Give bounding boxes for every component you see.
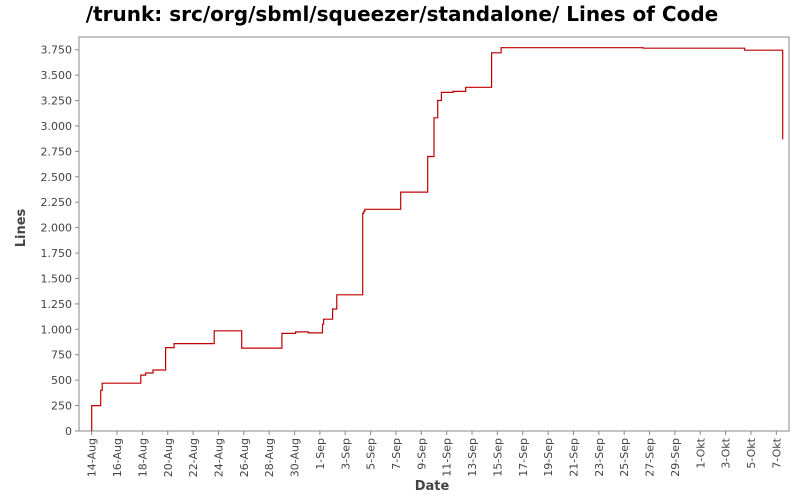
x-tick-label: 16-Aug bbox=[111, 438, 124, 477]
y-tick-label: 2.750 bbox=[41, 145, 73, 158]
y-tick-label: 750 bbox=[51, 349, 72, 362]
chart-title: /trunk: src/org/sbml/squeezer/standalone… bbox=[86, 2, 718, 26]
x-axis-label: Date bbox=[415, 479, 450, 494]
x-tick-label: 30-Aug bbox=[289, 438, 302, 477]
x-tick-label: 14-Aug bbox=[86, 438, 99, 477]
x-tick-label: 9-Sep bbox=[415, 438, 428, 470]
x-tick-label: 11-Sep bbox=[441, 438, 454, 477]
x-tick-label: 7-Okt bbox=[770, 437, 783, 468]
y-axis-label: Lines bbox=[14, 208, 29, 247]
x-tick-label: 27-Sep bbox=[644, 438, 657, 477]
x-tick-label: 18-Aug bbox=[136, 438, 149, 477]
y-tick-label: 1.750 bbox=[41, 247, 73, 260]
y-tick-label: 2.000 bbox=[41, 222, 73, 235]
x-tick-label: 19-Sep bbox=[542, 438, 555, 477]
x-axis: 14-Aug 16-Aug 18-Aug 20-Aug 22-Aug 24-Aug 26-A… bbox=[86, 431, 783, 477]
plot-area bbox=[78, 36, 790, 432]
x-tick-label: 15-Sep bbox=[491, 438, 504, 477]
x-tick-label: 23-Sep bbox=[593, 438, 606, 477]
y-tick-label: 3.000 bbox=[41, 120, 73, 133]
y-tick-label: 500 bbox=[51, 374, 72, 387]
x-tick-label: 7-Sep bbox=[390, 438, 403, 470]
x-tick-label: 26-Aug bbox=[238, 438, 251, 477]
series-layer bbox=[91, 47, 784, 431]
x-tick-label: 3-Okt bbox=[720, 437, 733, 468]
y-tick-label: 250 bbox=[51, 400, 72, 413]
x-tick-label: 25-Sep bbox=[618, 438, 631, 477]
y-tick-label: 0 bbox=[65, 425, 72, 438]
x-tick-label: 3-Sep bbox=[339, 438, 352, 470]
x-tick-label: 5-Okt bbox=[745, 437, 758, 468]
x-tick-label: 17-Sep bbox=[517, 438, 530, 477]
x-tick-label: 29-Sep bbox=[669, 438, 682, 477]
series-line bbox=[91, 47, 784, 431]
x-tick-label: 1-Okt bbox=[694, 437, 707, 468]
x-tick-label: 22-Aug bbox=[187, 438, 200, 477]
y-tick-label: 3.750 bbox=[41, 44, 73, 57]
y-tick-label: 2.250 bbox=[41, 196, 73, 209]
y-tick-label: 2.500 bbox=[41, 171, 73, 184]
x-tick-label: 5-Sep bbox=[365, 438, 378, 470]
x-tick-label: 28-Aug bbox=[263, 438, 276, 477]
y-tick-label: 1.500 bbox=[41, 272, 73, 285]
x-tick-label: 24-Aug bbox=[212, 438, 225, 477]
y-tick-label: 1.000 bbox=[41, 323, 73, 336]
y-tick-label: 3.500 bbox=[41, 69, 73, 82]
x-tick-label: 13-Sep bbox=[466, 438, 479, 477]
x-tick-label: 20-Aug bbox=[162, 438, 175, 477]
y-axis: 0 250 500 750 1.000 1.250 1.500 1.750 2.000 2.250… bbox=[41, 44, 79, 438]
y-tick-label: 3.250 bbox=[41, 95, 73, 108]
x-tick-label: 21-Sep bbox=[567, 438, 580, 477]
y-tick-label: 1.250 bbox=[41, 298, 73, 311]
x-tick-label: 1-Sep bbox=[314, 438, 327, 470]
